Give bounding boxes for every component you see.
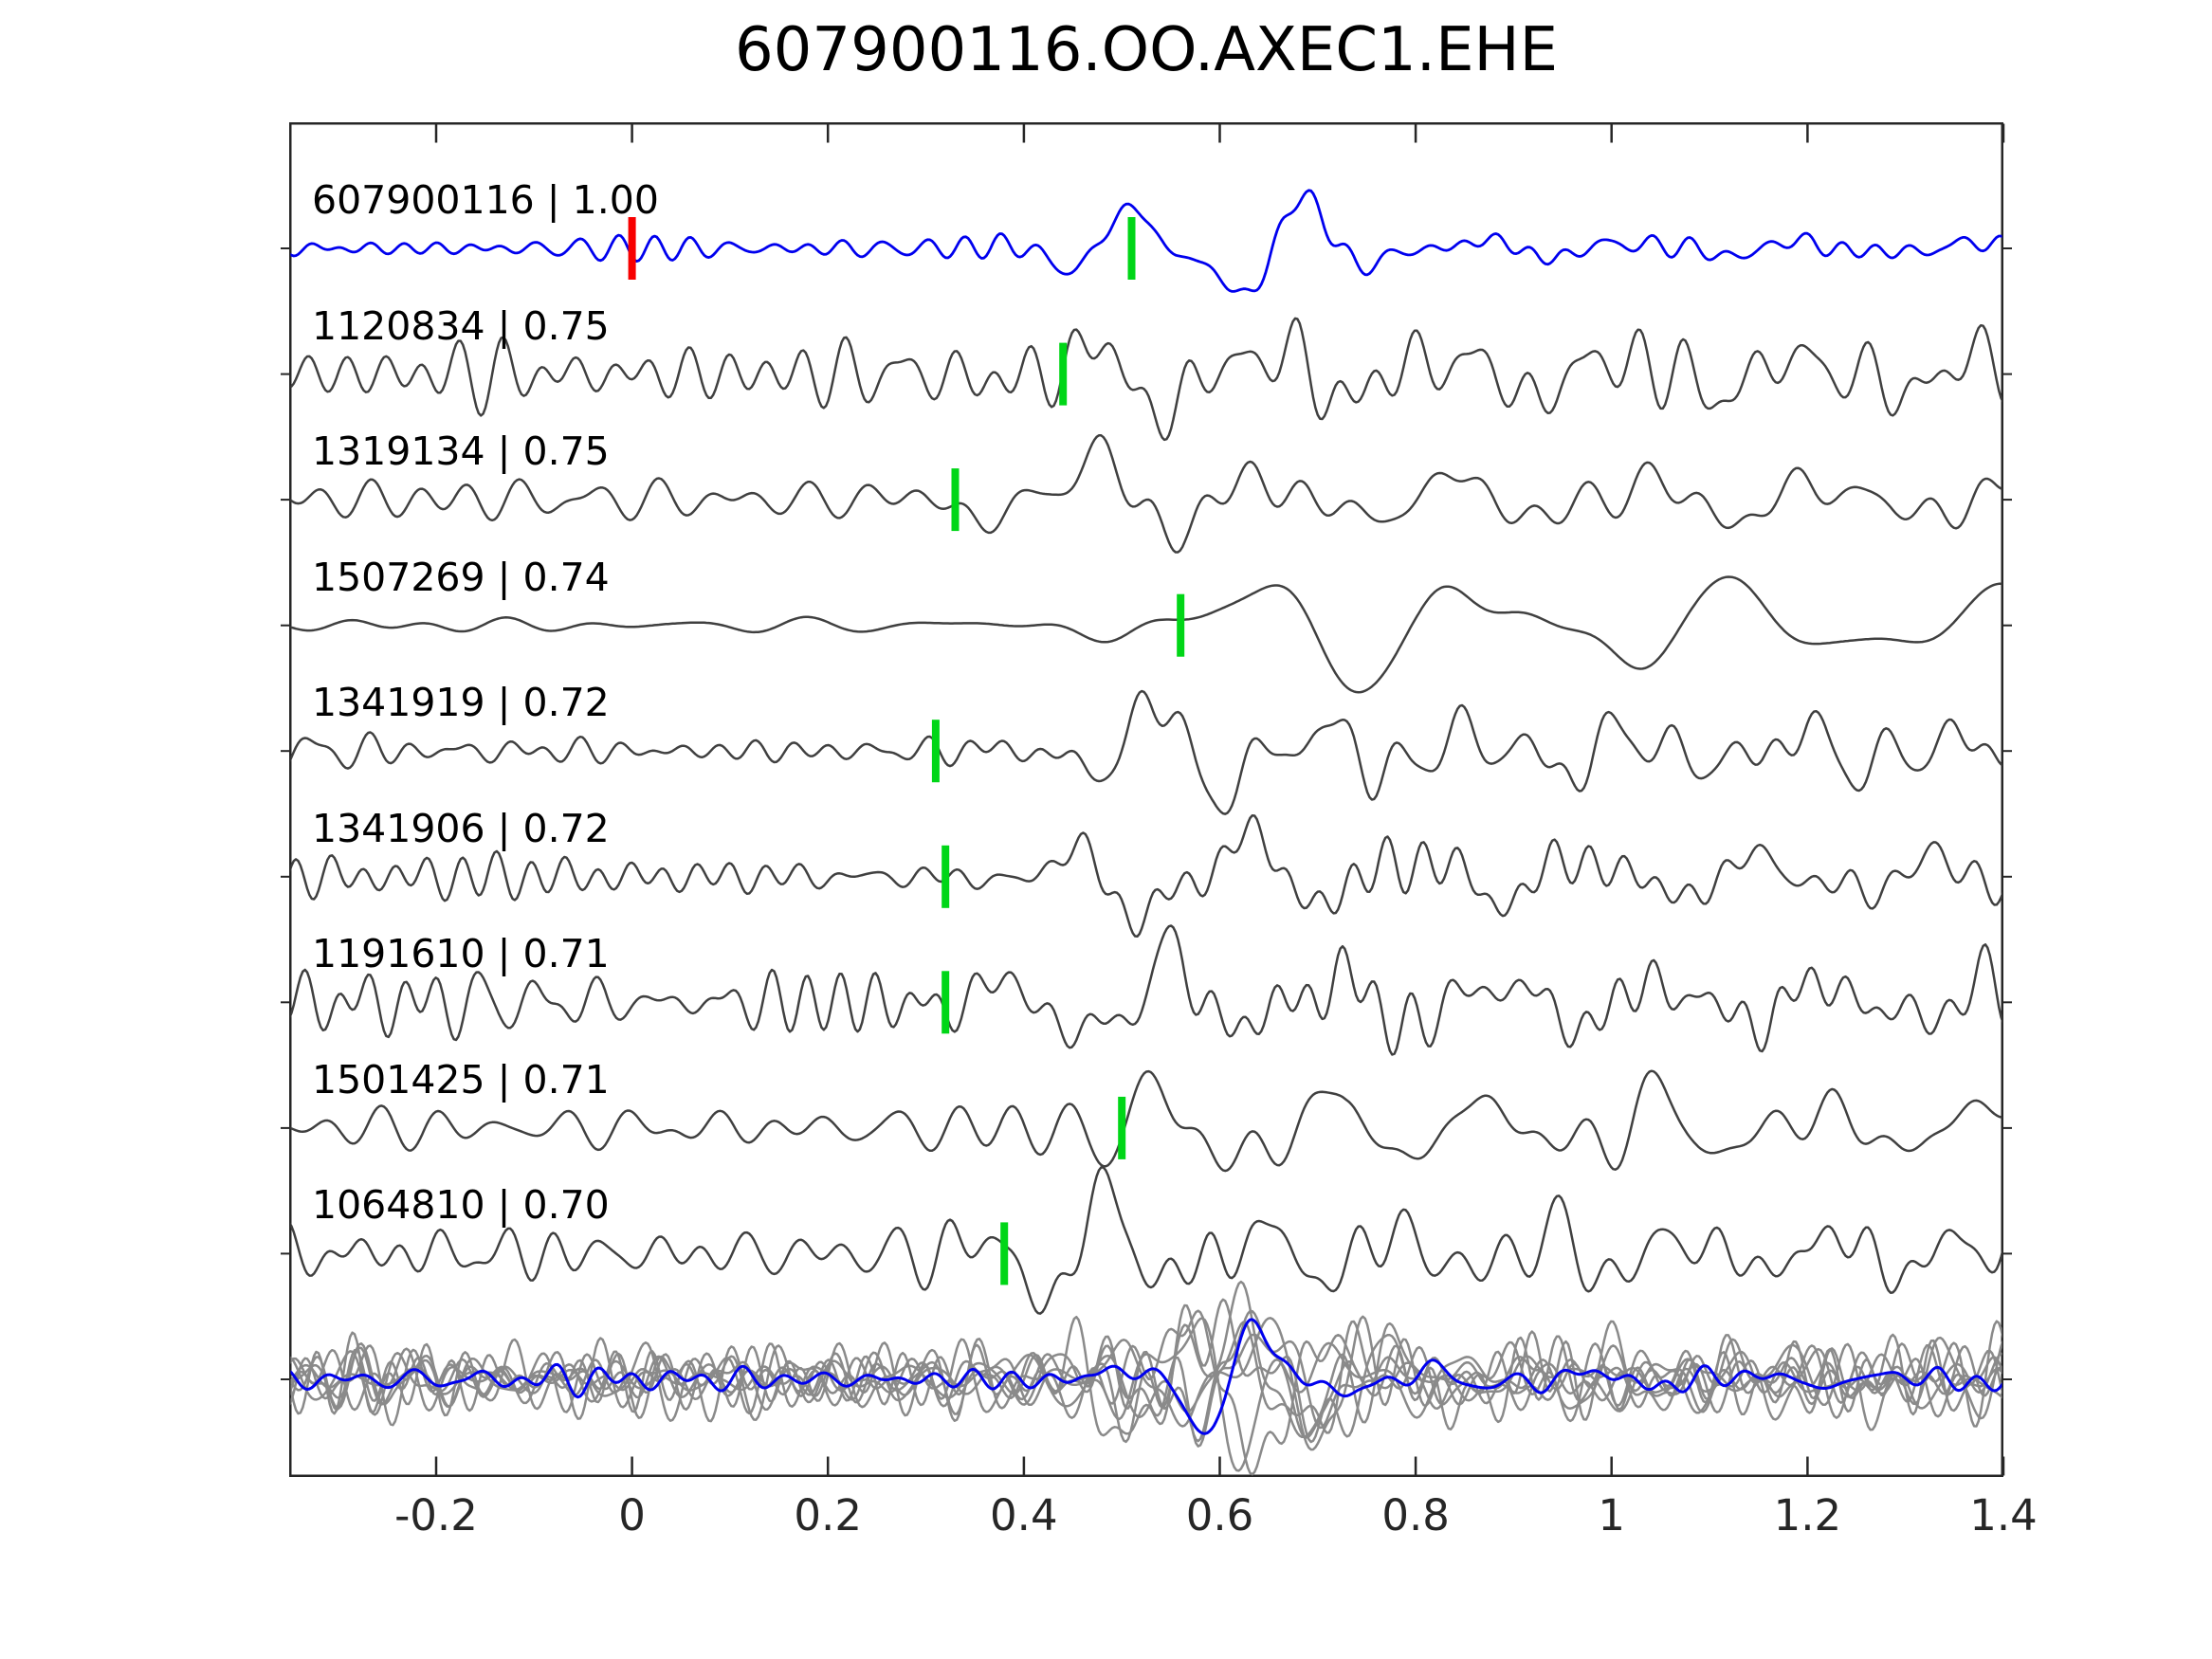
x-tick-label: 0.8 bbox=[1381, 1490, 1450, 1540]
trace-label: 1341906 | 0.72 bbox=[312, 805, 610, 851]
x-tick-label: 0 bbox=[618, 1490, 646, 1540]
trace-label: 607900116 | 1.00 bbox=[312, 177, 659, 223]
template-waveform bbox=[290, 189, 2002, 293]
trace-label: 1319134 | 0.75 bbox=[312, 428, 610, 475]
pick-marker bbox=[941, 845, 950, 908]
match-waveform bbox=[290, 317, 2002, 442]
trace-label: 1191610 | 0.71 bbox=[312, 931, 610, 977]
overlay-waveform bbox=[290, 1333, 2002, 1448]
axis-frame bbox=[289, 122, 2003, 1477]
x-tick-label: 1.2 bbox=[1773, 1490, 1842, 1540]
match-waveform bbox=[290, 1069, 2002, 1173]
trace-label: 1501425 | 0.71 bbox=[312, 1056, 610, 1103]
origin-marker bbox=[628, 217, 636, 280]
pick-marker bbox=[941, 971, 950, 1034]
match-waveform bbox=[290, 1166, 2002, 1315]
x-tick-label: -0.2 bbox=[394, 1490, 478, 1540]
trace-label: 1120834 | 0.75 bbox=[312, 302, 610, 349]
x-tick-label: 1.4 bbox=[1969, 1490, 2038, 1540]
pick-marker bbox=[1118, 1096, 1126, 1159]
pick-marker bbox=[1059, 342, 1068, 406]
pick-marker bbox=[931, 720, 940, 783]
plot-title: 607900116.OO.AXEC1.EHE bbox=[734, 15, 1559, 85]
overlay-waveform bbox=[290, 1298, 2002, 1444]
x-tick-label: 1 bbox=[1598, 1490, 1626, 1540]
waveforms-group bbox=[290, 189, 2002, 1476]
x-tick-label: 0.4 bbox=[990, 1490, 1058, 1540]
markers-group bbox=[628, 217, 1185, 1285]
pick-marker bbox=[1177, 593, 1185, 657]
trace-label: 1341919 | 0.72 bbox=[312, 680, 610, 726]
pick-marker bbox=[1000, 1222, 1009, 1285]
pick-marker bbox=[1127, 217, 1136, 280]
plot-area: 607900116 | 1.00 1120834 | 0.75 1319134 | … bbox=[281, 122, 2038, 1540]
match-waveform bbox=[290, 689, 2002, 815]
x-tick-label: 0.2 bbox=[794, 1490, 862, 1540]
pick-marker bbox=[951, 468, 960, 532]
overlay-waveform bbox=[290, 1280, 2002, 1439]
trace-label: 1064810 | 0.70 bbox=[312, 1182, 610, 1229]
match-waveform bbox=[290, 813, 2002, 939]
waveform-canvas bbox=[281, 122, 2012, 1477]
match-waveform bbox=[290, 434, 2002, 554]
match-waveform bbox=[290, 924, 2002, 1056]
x-tick-label: 0.6 bbox=[1185, 1490, 1254, 1540]
overlay-template-waveform bbox=[290, 1318, 2002, 1435]
trace-label: 1507269 | 0.74 bbox=[312, 554, 610, 600]
match-waveform bbox=[290, 575, 2002, 694]
